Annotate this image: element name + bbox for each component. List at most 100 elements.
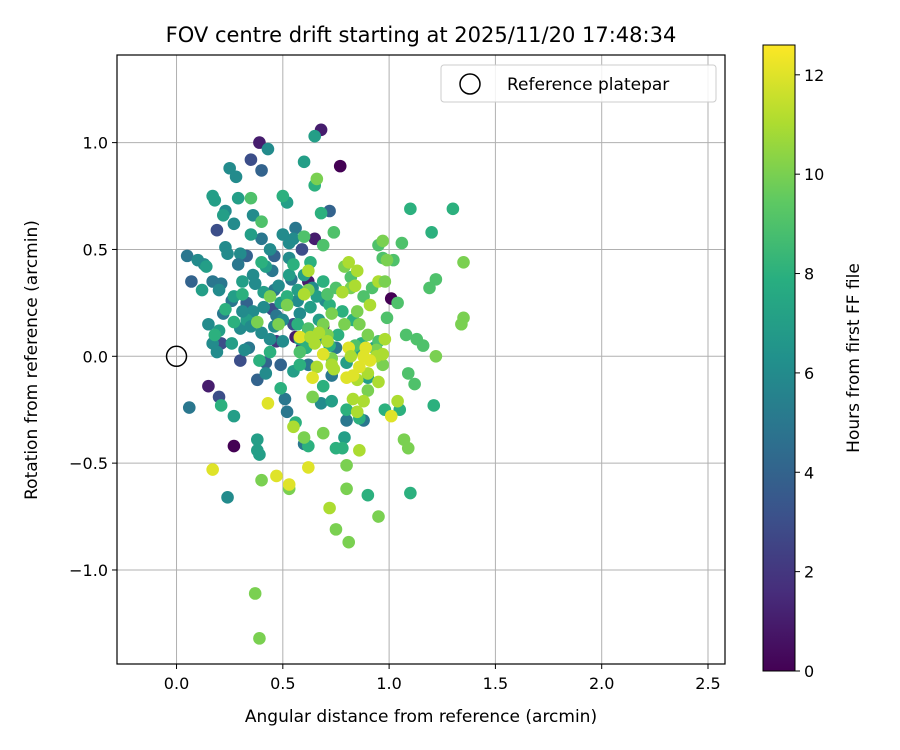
data-point (282, 478, 296, 491)
data-point (323, 501, 336, 515)
data-point (308, 129, 322, 143)
data-point (304, 330, 317, 344)
data-point (214, 399, 228, 412)
data-point (261, 142, 275, 156)
colorbar-tick-label: 4 (804, 463, 814, 482)
data-point (336, 305, 349, 318)
colorbar-tick-label: 10 (804, 165, 824, 184)
data-point (263, 345, 277, 359)
data-point (276, 335, 290, 348)
data-point (310, 360, 324, 374)
data-point (289, 221, 302, 235)
data-point (206, 463, 219, 476)
data-point (274, 358, 287, 372)
data-point (251, 444, 264, 457)
y-tick-label: 0.5 (83, 240, 108, 259)
data-point (350, 405, 364, 419)
data-point (391, 296, 404, 310)
data-point (378, 275, 392, 288)
data-point (293, 330, 307, 344)
x-tick-label: 2.5 (695, 674, 720, 693)
data-point (210, 345, 224, 359)
data-point (219, 302, 232, 316)
data-point (274, 382, 287, 395)
data-point (227, 439, 241, 453)
data-point (293, 345, 307, 359)
data-point (342, 535, 356, 549)
data-point (255, 215, 268, 228)
data-point (236, 275, 249, 288)
x-axis-ticks: 0.0 0.5 1.0 1.5 2.0 2.5 (164, 664, 721, 693)
data-point (202, 317, 215, 331)
data-point (321, 335, 334, 348)
data-point (212, 283, 226, 297)
data-point (236, 305, 249, 318)
x-tick-label: 1.5 (483, 674, 508, 693)
data-point (208, 328, 222, 342)
x-tick-label: 1.0 (376, 674, 401, 693)
y-tick-label: −1.0 (69, 561, 108, 580)
data-point (429, 349, 443, 363)
data-point (316, 238, 330, 252)
data-point (297, 431, 311, 444)
data-point (346, 392, 360, 406)
data-point (427, 399, 441, 412)
data-point (380, 311, 394, 325)
data-point (361, 328, 375, 342)
data-point (297, 288, 311, 301)
data-point (353, 317, 366, 331)
data-point (372, 375, 385, 389)
data-point (280, 298, 294, 312)
data-point (340, 458, 353, 472)
data-point (236, 288, 249, 301)
data-point (380, 253, 394, 267)
data-point (336, 285, 349, 299)
y-tick-label: −0.5 (69, 454, 108, 473)
data-point (338, 431, 351, 444)
data-point (251, 433, 264, 446)
data-point (287, 420, 300, 434)
x-tick-label: 2.0 (589, 674, 614, 693)
data-point (210, 223, 224, 237)
y-tick-label: 1.0 (83, 134, 108, 153)
data-point (255, 473, 268, 487)
legend-marker-circle-icon (459, 73, 481, 95)
data-point (199, 260, 213, 273)
data-point (206, 189, 219, 203)
data-point (185, 275, 198, 288)
data-point (282, 268, 296, 282)
data-point (244, 153, 258, 167)
data-point (227, 217, 241, 231)
data-point (248, 587, 262, 600)
data-point (423, 281, 436, 295)
data-point (316, 426, 330, 440)
data-point (263, 332, 277, 346)
colorbar-ticks: 0 2 4 6 8 10 12 (795, 66, 824, 681)
data-point (446, 202, 460, 216)
data-point (361, 488, 375, 502)
data-point (276, 189, 290, 203)
data-point (225, 337, 239, 350)
chart-title: FOV centre drift starting at 2025/11/20 … (166, 23, 677, 47)
data-point (297, 155, 311, 169)
data-point (263, 290, 277, 303)
data-point (306, 371, 319, 384)
data-point (353, 444, 366, 457)
data-point (261, 397, 275, 410)
data-point (325, 394, 339, 408)
data-point (327, 226, 341, 239)
legend-entry-reference: Reference platepar (507, 75, 669, 95)
x-tick-label: 0.5 (270, 674, 295, 693)
data-point (182, 401, 196, 414)
data-point (287, 258, 300, 271)
data-point (314, 206, 328, 220)
data-point (350, 305, 364, 318)
data-point (257, 300, 270, 314)
data-point (272, 279, 285, 293)
data-point (255, 232, 268, 246)
data-point (234, 354, 247, 367)
data-point (344, 349, 358, 363)
data-point (401, 367, 415, 380)
data-point (244, 191, 258, 205)
